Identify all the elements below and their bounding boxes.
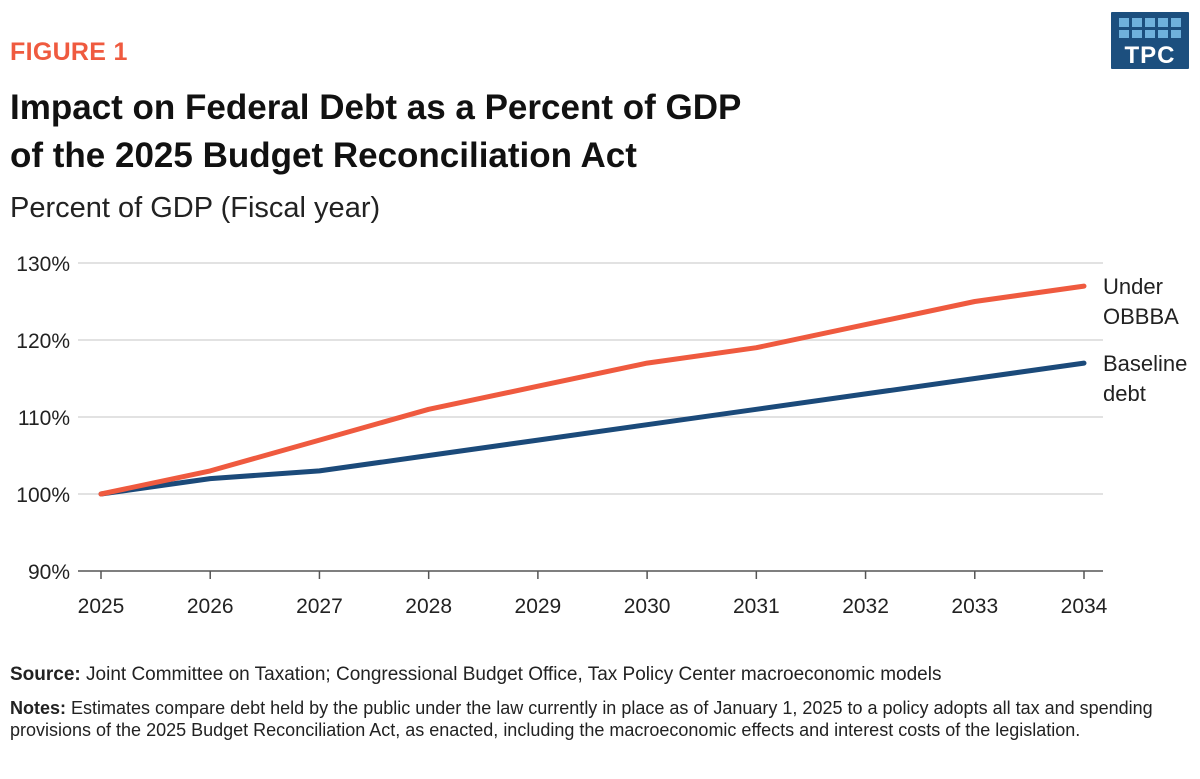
x-tick-label: 2025 bbox=[78, 595, 125, 618]
source-text: Joint Committee on Taxation; Congression… bbox=[86, 664, 942, 685]
series-line-1 bbox=[98, 360, 1087, 497]
x-tick-label: 2030 bbox=[624, 595, 671, 618]
source-note: Source: Joint Committee on Taxation; Con… bbox=[10, 664, 1190, 686]
chart-subtitle: Percent of GDP (Fiscal year) bbox=[10, 192, 381, 224]
x-tick-label: 2033 bbox=[951, 595, 998, 618]
notes-label: Notes: bbox=[10, 698, 67, 718]
x-tick-label: 2028 bbox=[405, 595, 452, 618]
title-line-1: Impact on Federal Debt as a Percent of G… bbox=[10, 88, 742, 127]
debt-line-chart: 90% 100% 110% 120% 130% 2025 2026 2027 2028 2029 2… bbox=[16, 253, 1187, 618]
notes: Notes: Estimates compare debt held by th… bbox=[10, 697, 1190, 741]
figure-label: FIGURE 1 bbox=[10, 38, 128, 66]
y-tick-label: 120% bbox=[16, 330, 70, 353]
title-line-2: of the 2025 Budget Reconciliation Act bbox=[10, 136, 637, 175]
logo-text: TPC bbox=[1124, 42, 1176, 69]
y-tick-label: 110% bbox=[18, 407, 70, 430]
y-tick-label: 130% bbox=[16, 253, 70, 276]
y-tick-label: 90% bbox=[28, 561, 70, 584]
x-tick-label: 2026 bbox=[187, 595, 234, 618]
x-tick-label: 2027 bbox=[296, 595, 343, 618]
x-tick-label: 2031 bbox=[733, 595, 780, 618]
chart-title: Impact on Federal Debt as a Percent of G… bbox=[10, 84, 1010, 180]
x-tick-label: 2029 bbox=[515, 595, 562, 618]
x-tick-label: 2034 bbox=[1061, 595, 1108, 618]
notes-text: Estimates compare debt held by the publi… bbox=[10, 698, 1153, 740]
source-label: Source: bbox=[10, 664, 81, 685]
series-line-0 bbox=[98, 283, 1087, 497]
logo-grid-icon bbox=[1119, 18, 1181, 38]
series-label: OBBBA bbox=[1103, 304, 1179, 329]
x-tick-label: 2032 bbox=[842, 595, 889, 618]
y-tick-label: 100% bbox=[16, 484, 70, 507]
tpc-logo: TPC bbox=[1111, 12, 1189, 69]
series-label: debt bbox=[1103, 381, 1146, 406]
series-label: Baseline bbox=[1103, 351, 1187, 376]
series-label: Under bbox=[1103, 274, 1163, 299]
